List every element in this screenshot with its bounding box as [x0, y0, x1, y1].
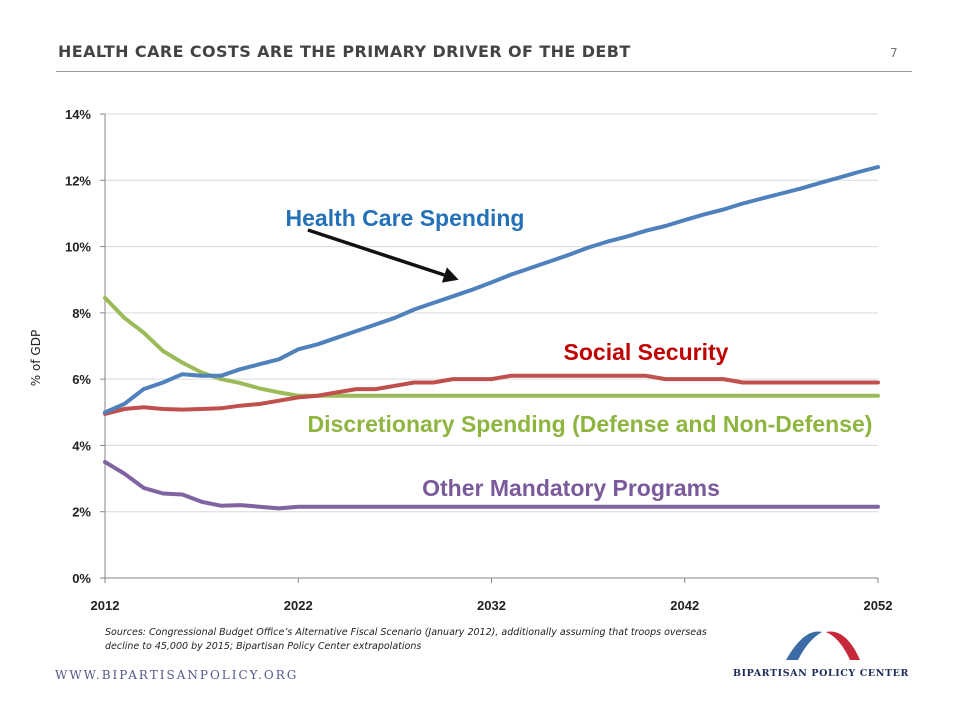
y-tick-label: 8%	[72, 306, 91, 321]
y-tick-label: 0%	[72, 571, 91, 586]
logo-text: BIPARTISAN POLICY CENTER	[733, 668, 909, 679]
annotations: Health Care Spending Social Security Discr…	[286, 205, 873, 501]
y-tick-label: 14%	[65, 107, 91, 122]
bipartisan-policy-center-logo: BIPARTISAN POLICY CENTER	[733, 631, 909, 679]
x-tick-label: 2032	[477, 598, 506, 613]
x-tick-label: 2012	[91, 598, 120, 613]
y-tick-label: 6%	[72, 372, 91, 387]
annotation-arrow-head	[441, 267, 459, 283]
tick-labels: 0% 2% 4% 6% 8% 10% 12% 14% 2012 2022 2032 2042 2052	[65, 107, 892, 613]
x-tick-label: 2022	[284, 598, 313, 613]
series-line-social-security	[103, 373, 880, 416]
grid-lines	[105, 113, 878, 513]
axes	[100, 113, 879, 583]
series-line-health-care	[103, 165, 880, 415]
y-tick-label: 4%	[72, 438, 91, 453]
series-annotation: Social Security	[564, 339, 729, 365]
y-axis-label: % of GDP	[29, 330, 43, 386]
series-annotation: Health Care Spending	[286, 205, 525, 231]
slide-title: HEALTH CARE COSTS ARE THE PRIMARY DRIVER…	[58, 42, 631, 61]
x-tick-label: 2042	[670, 598, 699, 613]
website-url[interactable]: WWW.BIPARTISANPOLICY.ORG	[55, 668, 299, 682]
series-line-other-mandatory	[103, 460, 880, 511]
x-tick-label: 2052	[864, 598, 893, 613]
logo-blue-arc-icon	[786, 631, 822, 660]
title-divider	[56, 71, 912, 72]
page-number: 7	[890, 46, 898, 60]
series-annotation: Other Mandatory Programs	[422, 475, 720, 501]
annotation-arrow-shaft	[307, 228, 445, 277]
sources-note: Sources: Congressional Budget Office’s A…	[105, 627, 707, 652]
y-tick-label: 2%	[72, 505, 91, 520]
y-tick-label: 12%	[65, 173, 91, 188]
series-line-discretionary	[103, 295, 880, 398]
y-tick-label: 10%	[65, 240, 91, 255]
data-series	[103, 165, 880, 511]
series-annotation: Discretionary Spending (Defense and Non-…	[308, 411, 873, 437]
logo-red-arc-icon	[826, 631, 860, 660]
